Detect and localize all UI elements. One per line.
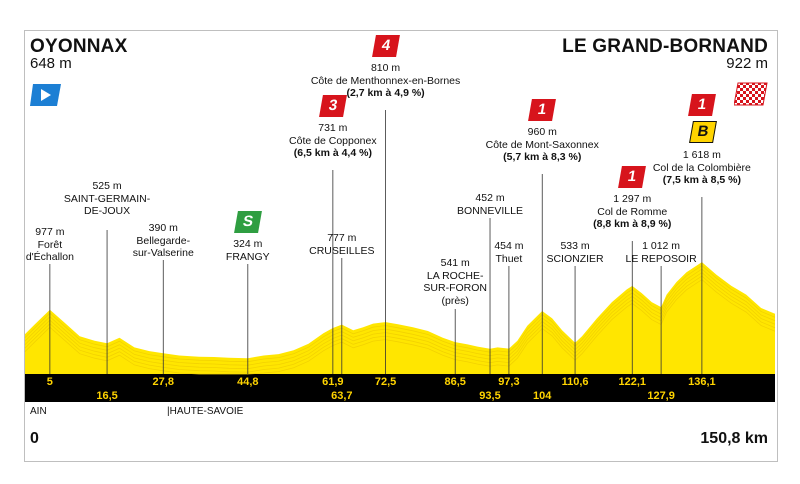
waypoint-label: 960 m Côte de Mont-Saxonnex (5,7 km à 8,3 … xyxy=(462,126,622,164)
waypoint-name: Thuet xyxy=(495,252,523,265)
km-marker: 86,5 xyxy=(444,376,466,388)
waypoint-name: sur-Valserine xyxy=(132,247,194,259)
waypoint-label: 390 m Bellegarde-sur-Valserine xyxy=(83,222,243,260)
finish-name: LE GRAND-BORNAND xyxy=(562,36,768,57)
waypoint-altitude: 541 m xyxy=(440,257,470,269)
relief-line xyxy=(24,265,776,363)
region-haute-savoie: |HAUTE-SAVOIE xyxy=(167,406,244,417)
km-marker: 44,8 xyxy=(237,376,259,388)
waypoint-name: (près) xyxy=(441,294,469,307)
waypoint-altitude: 533 m xyxy=(560,240,590,252)
climb-category-badge: 1 xyxy=(528,99,557,121)
climb-detail: (2,7 km à 4,9 %) xyxy=(346,87,425,99)
km-marker: 63,7 xyxy=(331,390,353,402)
waypoint-altitude: 977 m xyxy=(35,226,65,238)
distance-end: 150,8 km xyxy=(700,430,768,447)
waypoint-name: Côte de Copponex xyxy=(289,134,377,147)
km-marker: 72,5 xyxy=(374,376,397,388)
waypoint-label: 1 297 m Col de Romme (8,8 km à 8,9 %) xyxy=(552,193,712,231)
waypoint-label: 452 m BONNEVILLE xyxy=(410,192,570,217)
waypoint-altitude: 731 m xyxy=(318,122,348,134)
waypoint-name: Col de la Colombière xyxy=(652,161,751,174)
waypoint-name: CRUSEILLES xyxy=(309,244,375,257)
waypoint-name: Côte de Menthonnex-en-Bornes xyxy=(310,74,461,87)
waypoint-name: Forêt xyxy=(37,238,63,251)
region-ain: AIN xyxy=(30,406,47,417)
waypoint-label: 533 m SCIONZIER xyxy=(495,240,655,265)
waypoint-label: 324 m FRANGY xyxy=(168,238,328,263)
km-marker: 110,6 xyxy=(561,376,589,388)
climb-detail: (6,5 km à 4,4 %) xyxy=(293,147,372,159)
km-marker: 5 xyxy=(46,376,53,388)
waypoint-label: 731 m Côte de Copponex (6,5 km à 4,4 %) xyxy=(253,122,413,160)
km-marker: 127,9 xyxy=(647,390,675,402)
relief-line xyxy=(24,272,776,370)
waypoint-label: 1 618 m Col de la Colombière (7,5 km à 8,5… xyxy=(622,149,782,187)
profile-area xyxy=(25,262,775,374)
waypoint-altitude: 1 012 m xyxy=(642,240,681,252)
waypoint-label: 541 m LA ROCHE- SUR-FORON (près) xyxy=(375,257,535,307)
waypoint-altitude: 810 m xyxy=(370,62,401,74)
waypoint-name: Col de Romme xyxy=(597,205,668,218)
bonus-badge: B xyxy=(688,121,717,143)
waypoint-name: SUR-FORON xyxy=(423,282,487,294)
finish-altitude: 922 m xyxy=(726,55,768,72)
km-marker: 16,5 xyxy=(96,390,118,402)
start-flag-icon xyxy=(30,84,61,106)
start-name: OYONNAX xyxy=(30,36,128,57)
climb-detail: (7,5 km à 8,5 %) xyxy=(662,174,741,186)
km-marker: 27,8 xyxy=(152,376,174,388)
waypoint-label: 810 m Côte de Menthonnex-en-Bornes (2,7 km… xyxy=(306,62,466,100)
km-marker: 97,3 xyxy=(498,376,520,388)
climb-detail: (8,8 km à 8,9 %) xyxy=(593,218,672,230)
waypoint-name: d'Échallon xyxy=(25,251,74,263)
km-band xyxy=(25,374,775,402)
waypoint-name: DE-JOUX xyxy=(84,205,131,217)
waypoint-altitude: 454 m xyxy=(494,240,524,252)
climb-category-badge: 1 xyxy=(687,94,716,116)
waypoint-name: BONNEVILLE xyxy=(457,204,523,217)
waypoint-altitude: 390 m xyxy=(148,222,178,234)
waypoint-altitude: 525 m xyxy=(92,180,122,192)
waypoint-name: LE REPOSOIR xyxy=(625,252,697,265)
relief-line xyxy=(24,275,776,373)
km-marker: 93,5 xyxy=(479,390,501,402)
waypoint-name: Côte de Mont-Saxonnex xyxy=(485,138,599,151)
waypoint-altitude: 960 m xyxy=(527,126,557,138)
relief-line xyxy=(24,268,776,366)
relief-line xyxy=(24,279,776,375)
km-marker: 104 xyxy=(533,390,552,402)
waypoint-altitude: 1 618 m xyxy=(682,149,721,161)
km-marker: 136,1 xyxy=(688,376,716,388)
waypoint-label: 977 m Forêt d'Échallon xyxy=(0,226,130,264)
km-marker: 61,9 xyxy=(322,376,344,388)
waypoint-name: LA ROCHE- xyxy=(426,269,484,282)
waypoint-name: Bellegarde- xyxy=(136,234,191,247)
climb-category-badge: 4 xyxy=(371,35,400,57)
sprint-badge: S xyxy=(233,211,262,233)
waypoint-name: SAINT-GERMAIN- xyxy=(63,192,151,205)
waypoint-label: 1 012 m LE REPOSOIR xyxy=(581,240,741,265)
waypoint-label: 525 m SAINT-GERMAIN- DE-JOUX xyxy=(27,180,187,218)
distance-start: 0 xyxy=(30,430,39,447)
climb-detail: (5,7 km à 8,3 %) xyxy=(503,151,582,163)
km-marker: 122,1 xyxy=(618,376,647,388)
waypoint-label: 777 m CRUSEILLES xyxy=(262,232,422,257)
waypoint-name: SCIONZIER xyxy=(546,252,604,265)
waypoint-altitude: 452 m xyxy=(475,192,505,204)
start-altitude: 648 m xyxy=(30,55,72,72)
waypoint-altitude: 324 m xyxy=(233,238,263,250)
waypoint-altitude: 1 297 m xyxy=(613,193,652,205)
finish-flag-icon xyxy=(734,82,768,106)
waypoint-altitude: 777 m xyxy=(327,232,357,244)
waypoint-label: 454 m Thuet xyxy=(429,240,589,265)
waypoint-name: FRANGY xyxy=(225,250,270,263)
